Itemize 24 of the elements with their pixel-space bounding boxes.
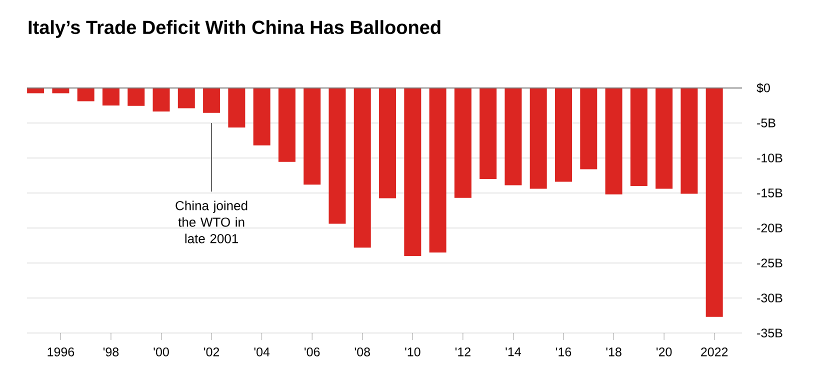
x-tick-label: 1996 <box>48 348 74 356</box>
x-tick-label: '20 <box>656 348 672 356</box>
x-tick-label: '14 <box>506 348 521 356</box>
y-tick-label: $0 <box>756 82 770 94</box>
x-tick-label: '04 <box>254 348 270 356</box>
y-tick-label: -35B <box>757 328 782 338</box>
y-tick-label: -5B <box>757 118 776 128</box>
x-tick-label: '00 <box>154 348 169 356</box>
y-tick-label: -25B <box>757 258 782 268</box>
chart-title: Italy’s Trade Deficit With China Has Ballooned <box>28 20 440 38</box>
x-tick-label: '18 <box>606 348 622 356</box>
y-tick-label: -20B <box>757 224 782 232</box>
x-tick-label: '12 <box>455 348 470 356</box>
x-tick-label: 2022 <box>701 348 728 356</box>
y-tick-label: -30B <box>757 294 782 302</box>
x-tick-label: '08 <box>354 348 370 356</box>
x-tick-label: '16 <box>556 348 572 356</box>
annotation: China joined the WTO in late 2001 <box>176 200 248 244</box>
y-tick-label: -10B <box>757 154 782 162</box>
x-tick-label: '98 <box>103 348 119 356</box>
x-tick-label: '06 <box>304 348 320 356</box>
x-tick-label: '02 <box>204 348 220 356</box>
y-tick-label: -15B <box>757 188 782 198</box>
x-tick-label: '10 <box>405 348 420 356</box>
